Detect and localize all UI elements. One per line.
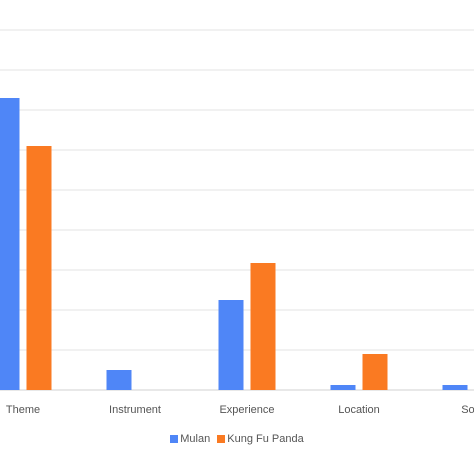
bars [0,98,468,390]
gridlines [0,29,474,391]
bar-kung-fu-panda-location [362,354,388,390]
bar-mulan-experience [218,300,244,390]
bar-kung-fu-panda-theme [26,146,52,390]
legend-swatch-mulan [170,435,179,443]
x-tick-labels: Theme Instrument Experience Location Sou [6,404,474,416]
bar-kung-fu-panda-experience [250,263,276,390]
bar-mulan-instrument [106,370,132,390]
bar-mulan-theme [0,98,20,390]
x-tick-label: Experience [219,404,274,416]
legend-label-mulan: Mulan [180,433,211,445]
legend-item-mulan: Mulan [170,433,210,445]
x-tick-label: Theme [6,404,40,416]
bar-mulan-location [330,385,356,390]
legend-swatch-kung-fu-panda [217,435,226,443]
x-tick-label: Sou [461,404,474,416]
bar-mulan-sou [442,385,468,390]
x-tick-label: Instrument [109,404,161,416]
x-tick-label: Location [338,404,380,416]
legend: Mulan Kung Fu Panda [0,433,474,446]
legend-label-kung-fu-panda: Kung Fu Panda [227,433,304,445]
legend-item-kung-fu-panda: Kung Fu Panda [217,433,304,445]
